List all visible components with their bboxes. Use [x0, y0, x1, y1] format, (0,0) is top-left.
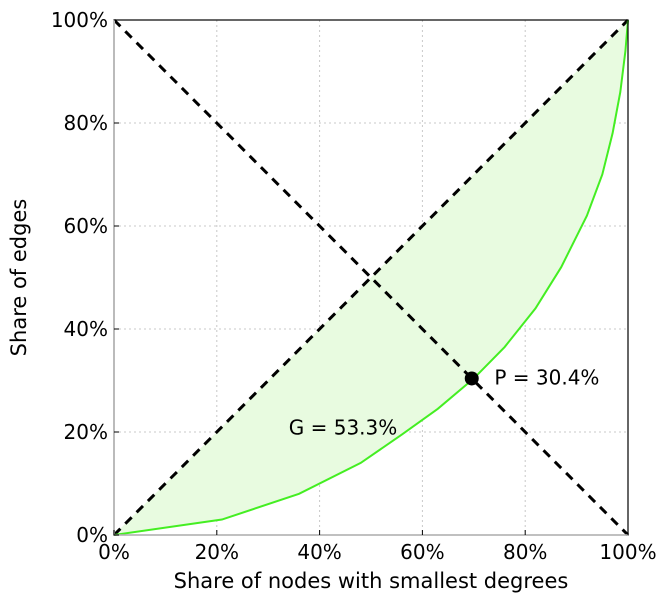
x-axis-label: Share of nodes with smallest degrees: [174, 569, 569, 593]
p-annotation: P = 30.4%: [494, 366, 599, 390]
x-tick-label: 20%: [195, 540, 239, 564]
gini-annotation: G = 53.3%: [289, 416, 398, 440]
y-tick-label: 20%: [64, 420, 108, 444]
intersection-point-marker: [464, 371, 479, 386]
axis-ticks: 0% 20% 40% 60% 80% 100% 0% 20% 40% 60% 80% 100%: [51, 8, 657, 564]
y-tick-label: 60%: [64, 214, 108, 238]
x-tick-label: 60%: [400, 540, 444, 564]
y-axis-label: Share of edges: [7, 199, 31, 357]
y-tick-label: 40%: [64, 317, 108, 341]
x-tick-label: 80%: [503, 540, 547, 564]
y-tick-label: 0%: [76, 523, 108, 547]
y-tick-label: 100%: [51, 8, 108, 32]
x-tick-label: 40%: [297, 540, 341, 564]
x-tick-label: 100%: [599, 540, 656, 564]
x-tick-label: 0%: [98, 540, 130, 564]
lorenz-curve-line: [113, 19, 629, 536]
y-tick-label: 80%: [64, 111, 108, 135]
